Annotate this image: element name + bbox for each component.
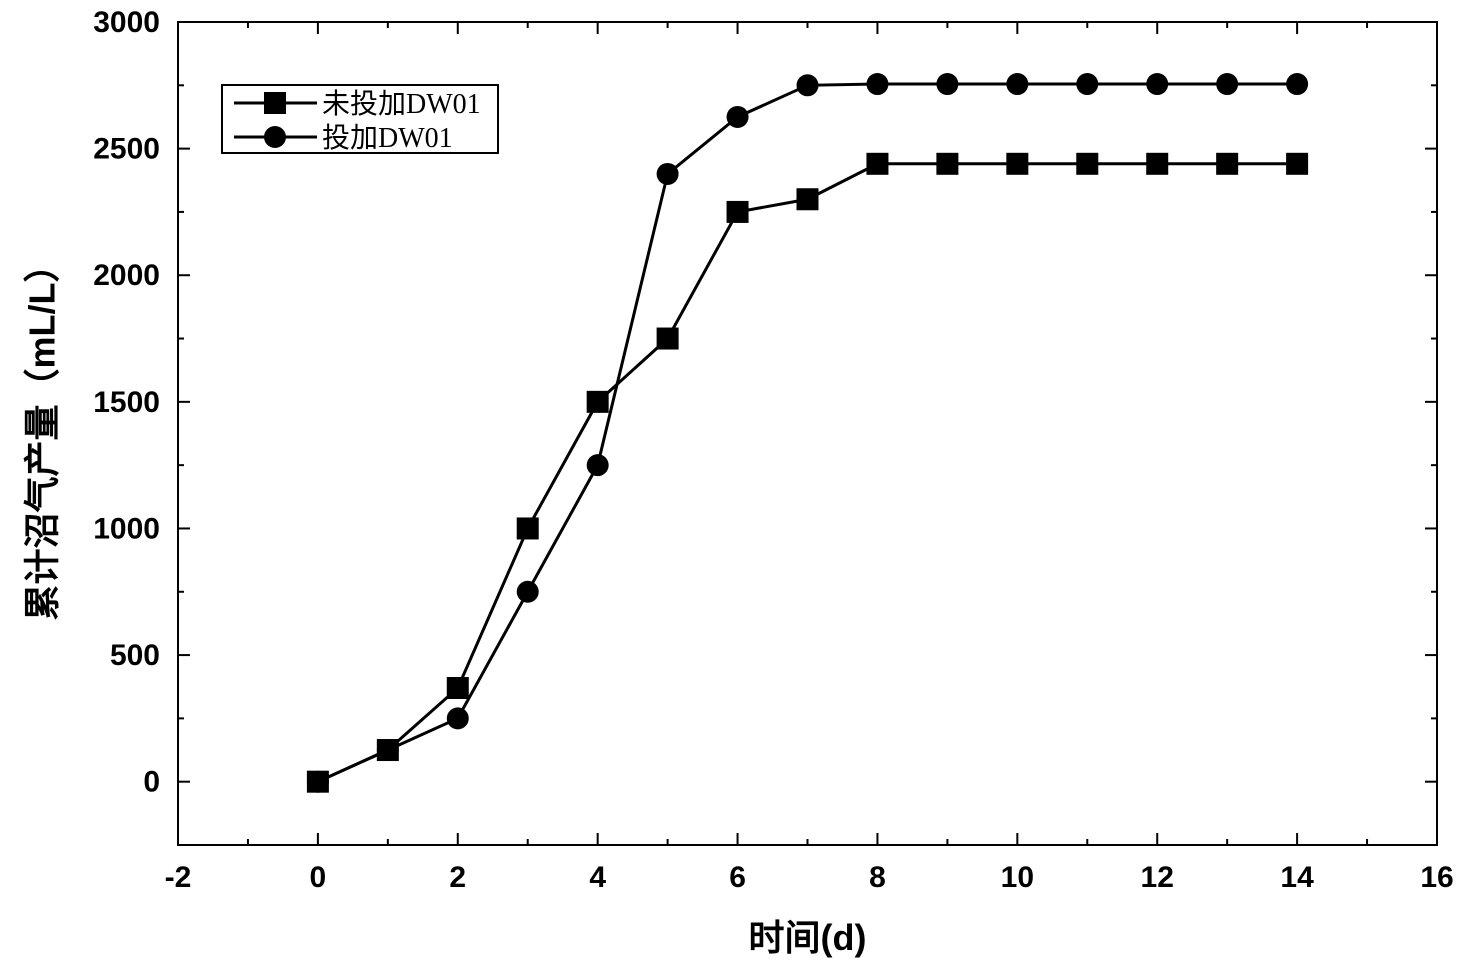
x-axis-ticks: -2 0 2 4 6 8 10 12 14 16 xyxy=(165,22,1454,894)
x-tick-label: 2 xyxy=(449,861,466,894)
data-point xyxy=(516,517,539,540)
y-tick-label: 2000 xyxy=(93,259,160,292)
data-point xyxy=(1146,152,1169,175)
data-point xyxy=(1006,73,1029,96)
data-point xyxy=(306,770,329,793)
data-point xyxy=(866,152,889,175)
data-point xyxy=(1076,152,1099,175)
x-tick-label: 16 xyxy=(1420,861,1453,894)
x-tick-label: 0 xyxy=(310,861,327,894)
data-point xyxy=(1076,73,1099,96)
data-point xyxy=(866,73,889,96)
data-point xyxy=(1286,152,1309,175)
data-point xyxy=(936,73,959,96)
x-tick-label: 14 xyxy=(1280,861,1314,894)
x-tick-label: 4 xyxy=(589,861,606,894)
data-point xyxy=(516,580,539,603)
y-tick-label: 3000 xyxy=(93,6,160,39)
y-axis-ticks: 0 500 1000 1500 2000 2500 3000 xyxy=(93,6,1437,799)
y-tick-label: 1000 xyxy=(93,512,160,545)
data-point xyxy=(1146,73,1169,96)
legend-label: 未投加DW01 xyxy=(322,88,481,120)
y-tick-label: 2500 xyxy=(93,133,160,166)
y-tick-label: 500 xyxy=(110,639,160,672)
data-point xyxy=(446,676,469,699)
data-point xyxy=(586,454,609,477)
data-point xyxy=(726,200,749,223)
y-tick-label: 0 xyxy=(143,766,160,799)
data-point xyxy=(796,74,819,97)
x-tick-label: 10 xyxy=(1001,861,1034,894)
x-tick-label: 8 xyxy=(869,861,886,894)
x-tick-label: 6 xyxy=(729,861,746,894)
x-tick-label: 12 xyxy=(1141,861,1174,894)
y-axis-title: 累计沼气产量（mL/L） xyxy=(22,247,63,621)
legend-marker xyxy=(264,92,286,114)
data-point xyxy=(1286,73,1309,96)
data-point xyxy=(1216,73,1239,96)
x-tick-label: -2 xyxy=(165,861,192,894)
data-point xyxy=(1216,152,1239,175)
data-point xyxy=(936,152,959,175)
series-2 xyxy=(306,73,1309,793)
x-axis-title: 时间(d) xyxy=(749,917,867,958)
y-tick-label: 1500 xyxy=(93,386,160,419)
series-layer xyxy=(306,73,1309,793)
legend-label: 投加DW01 xyxy=(322,122,453,154)
data-point xyxy=(656,162,679,185)
data-point xyxy=(796,188,819,211)
series-1 xyxy=(306,152,1309,793)
legend-marker xyxy=(264,126,286,148)
data-point xyxy=(656,327,679,350)
data-point xyxy=(726,105,749,128)
data-point xyxy=(446,707,469,730)
data-point xyxy=(586,390,609,413)
data-point xyxy=(376,739,399,762)
data-point xyxy=(1006,152,1029,175)
